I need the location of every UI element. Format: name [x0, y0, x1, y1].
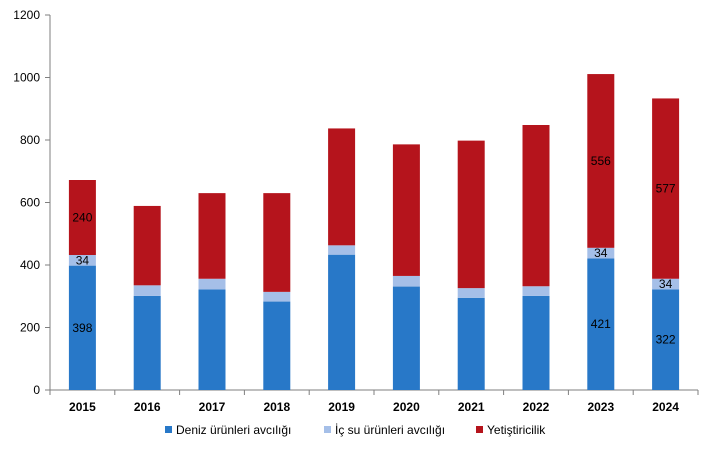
bar-segment-1	[263, 291, 291, 302]
bar-segment-2	[328, 128, 356, 246]
bar-segment-2	[522, 125, 550, 287]
legend-swatch	[324, 426, 331, 433]
legend-label: Yetiştiricilik	[487, 423, 546, 437]
data-label: 240	[72, 211, 92, 225]
x-tick-label: 2016	[134, 400, 161, 414]
x-tick-label: 2018	[263, 400, 290, 414]
bar-segment-2	[68, 180, 96, 255]
legend-swatch	[165, 426, 172, 433]
bar-segment-2	[587, 74, 615, 248]
plot-area: 0 200 400 600 800 1000 1200 2015 398 34 240 2016 201…	[13, 8, 699, 414]
data-label: 322	[656, 333, 676, 347]
y-tick-label: 800	[20, 133, 40, 147]
bar-segment-1	[652, 278, 680, 290]
data-label: 34	[594, 246, 608, 260]
legend-label: Deniz ürünleri avcılığı	[176, 423, 291, 437]
y-tick-label: 1000	[13, 71, 40, 85]
bar-segment-1	[587, 247, 615, 259]
bar-segment-0	[457, 297, 485, 390]
x-tick-label: 2020	[393, 400, 420, 414]
bar-segment-2	[133, 205, 161, 286]
bar-segment-2	[263, 193, 291, 292]
legend-swatch	[476, 426, 483, 433]
y-tick-label: 1200	[13, 8, 40, 22]
bar-segment-2	[392, 144, 420, 276]
x-tick-label: 2017	[199, 400, 226, 414]
data-label: 577	[656, 182, 676, 196]
y-tick-label: 400	[20, 258, 40, 272]
bar-segment-0	[392, 286, 420, 390]
data-label: 34	[76, 253, 90, 267]
bar-segment-0	[587, 258, 615, 390]
bar-segment-1	[522, 286, 550, 296]
bar-segment-0	[198, 289, 226, 390]
bar-segment-0	[68, 265, 96, 390]
data-label: 421	[591, 317, 611, 331]
x-tick-label: 2021	[458, 400, 485, 414]
legend: Deniz ürünleri avcılığı İç su ürünleri av…	[165, 423, 546, 437]
bar-segment-2	[198, 193, 226, 279]
x-tick-label: 2023	[587, 400, 614, 414]
bar-segment-1	[198, 278, 226, 290]
y-tick-label: 0	[33, 383, 40, 397]
bar-segment-1	[133, 285, 161, 296]
data-label: 34	[659, 277, 673, 291]
legend-label: İç su ürünleri avcılığı	[335, 423, 445, 437]
y-tick-label: 600	[20, 196, 40, 210]
data-label: 398	[72, 321, 92, 335]
bar-segment-1	[68, 255, 96, 266]
bar-segment-1	[457, 288, 485, 298]
bar-segment-1	[328, 245, 356, 255]
x-tick-label: 2019	[328, 400, 355, 414]
bar-segment-0	[263, 301, 291, 390]
x-tick-label: 2015	[69, 400, 96, 414]
x-tick-label: 2024	[652, 400, 679, 414]
bar-segment-1	[392, 275, 420, 287]
bar-segment-0	[522, 295, 550, 390]
data-label: 556	[591, 154, 611, 168]
bar-segment-0	[652, 289, 680, 390]
bar-segment-0	[133, 295, 161, 390]
bar-segment-2	[457, 140, 485, 289]
x-tick-label: 2022	[523, 400, 550, 414]
y-tick-label: 200	[20, 321, 40, 335]
bar-segment-2	[652, 98, 680, 279]
bar-segment-0	[328, 254, 356, 390]
